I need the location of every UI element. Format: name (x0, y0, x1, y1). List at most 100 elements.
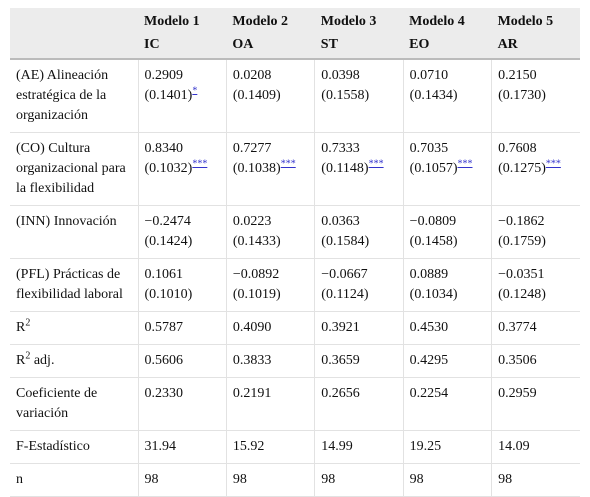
standard-error: (0.1038) (232, 161, 281, 176)
value-cell: 0.4295 (402, 344, 493, 378)
table-row: (AE) Alineación estratégica de la organi… (10, 58, 580, 133)
model-name: Modelo 3 (320, 14, 377, 29)
table-row: (PFL) Prácticas de flexibilidad laboral 0… (10, 258, 580, 312)
significance-link[interactable]: *** (545, 158, 561, 170)
table-row: Coeficiente de variación 0.2330 0.2191 0.26… (10, 377, 580, 431)
coefficient: 0.5606 (144, 353, 184, 368)
row-label: Coeficiente de variación (16, 386, 98, 421)
value-cell: 98 (402, 463, 493, 497)
coefficient: 98 (321, 472, 336, 487)
header-cell (10, 8, 138, 60)
significance-link[interactable]: *** (457, 158, 473, 170)
header-cell: Modelo 5 AR (491, 8, 580, 60)
header-row: Modelo 1 IC Modelo 2 OA Modelo 3 ST Modelo 4 EO… (10, 8, 580, 60)
coefficient: 0.1061 (144, 267, 184, 282)
row-label-cell: n (10, 463, 139, 497)
standard-error: (0.1433) (232, 234, 281, 249)
coefficient: 0.3506 (498, 353, 537, 368)
coefficient: 0.0363 (321, 214, 360, 229)
row-label: F-Estadístico (16, 439, 90, 454)
row-label-cell: (AE) Alineación estratégica de la organi… (10, 58, 139, 133)
coefficient: −0.0351 (498, 267, 545, 282)
coefficient: 98 (232, 472, 247, 487)
standard-error: (0.1424) (144, 234, 193, 249)
model-code: AR (497, 37, 518, 52)
table-header: Modelo 1 IC Modelo 2 OA Modelo 3 ST Modelo 4 EO… (10, 8, 580, 60)
table-row: R2 adj. 0.5606 0.3833 0.3659 0.4295 0.3506 (10, 344, 580, 378)
coefficient: 0.2959 (498, 386, 537, 401)
coefficient: 14.09 (498, 439, 530, 454)
value-cell: 98 (225, 463, 316, 497)
coefficient: −0.0809 (409, 214, 457, 229)
standard-error: (0.1124) (321, 287, 369, 302)
value-cell: 0.2150 (0.1730) (491, 58, 580, 133)
standard-error: (0.1057) (409, 161, 458, 176)
value-cell: −0.0809 (0.1458) (402, 205, 493, 259)
table-body: (AE) Alineación estratégica de la organi… (10, 58, 580, 497)
row-label-cell: F-Estadístico (10, 430, 139, 464)
table-row: F-Estadístico 31.94 15.92 14.99 19.25 14.09 (10, 430, 580, 464)
coefficient: −0.0667 (321, 267, 368, 282)
value-cell: 0.0398 (0.1558) (314, 58, 404, 133)
significance-link[interactable]: * (192, 85, 198, 97)
model-name: Modelo 1 (144, 14, 200, 29)
value-cell: 98 (137, 463, 227, 497)
value-cell: −0.2474 (0.1424) (137, 205, 227, 259)
coefficient: 0.3833 (232, 353, 272, 368)
value-cell: 14.09 (491, 430, 580, 464)
row-label-cell: Coeficiente de variación (10, 377, 139, 431)
standard-error: (0.1019) (232, 287, 281, 302)
value-cell: 0.3659 (314, 344, 404, 378)
value-cell: −0.0667 (0.1124) (314, 258, 404, 312)
model-code: ST (320, 37, 338, 52)
coefficient: 19.25 (409, 439, 442, 454)
standard-error: (0.1434) (409, 88, 458, 103)
coefficient: 0.8340 (144, 141, 184, 156)
significance-link[interactable]: *** (280, 158, 296, 170)
significance-link[interactable]: *** (192, 158, 208, 170)
value-cell: −0.1862 (0.1759) (491, 205, 580, 259)
table-row: (INN) Innovación −0.2474 (0.1424) 0.0223 (0.… (10, 205, 580, 259)
coefficient: 0.0398 (321, 68, 360, 83)
coefficient: 0.2150 (498, 68, 537, 83)
row-label-cell: R2 adj. (10, 344, 139, 378)
row-label-superscript: 2 (25, 317, 31, 329)
row-label-suffix: adj. (30, 353, 55, 368)
model-code: EO (409, 37, 430, 52)
value-cell: −0.0351 (0.1248) (491, 258, 580, 312)
standard-error: (0.1034) (409, 287, 458, 302)
table-row: (CO) Cultura organizacional para la flex… (10, 132, 580, 206)
value-cell: 14.99 (314, 430, 404, 464)
value-cell: 0.3833 (225, 344, 316, 378)
value-cell: 0.2656 (314, 377, 404, 431)
value-cell: 0.4090 (225, 311, 316, 345)
coefficient: 98 (409, 472, 424, 487)
page-body: Modelo 1 IC Modelo 2 OA Modelo 3 ST Modelo 4 EO… (10, 8, 580, 497)
standard-error: (0.1730) (498, 88, 546, 103)
standard-error: (0.1458) (409, 234, 458, 249)
value-cell: 0.2959 (491, 377, 580, 431)
results-table: Modelo 1 IC Modelo 2 OA Modelo 3 ST Modelo 4 EO… (10, 8, 580, 497)
row-label: n (16, 472, 23, 487)
value-cell: 31.94 (137, 430, 227, 464)
coefficient: 14.99 (321, 439, 353, 454)
value-cell: 0.8340 (0.1032)*** (137, 132, 227, 206)
coefficient: 98 (498, 472, 513, 487)
header-cell: Modelo 4 EO (403, 8, 492, 60)
row-label: (AE) Alineación estratégica de la organi… (16, 68, 109, 123)
value-cell: 98 (491, 463, 580, 497)
standard-error: (0.1558) (321, 88, 370, 103)
standard-error: (0.1248) (498, 287, 546, 302)
value-cell: 0.0363 (0.1584) (314, 205, 404, 259)
value-cell: −0.0892 (0.1019) (225, 258, 316, 312)
coefficient: 0.2254 (409, 386, 449, 401)
coefficient: 31.94 (144, 439, 177, 454)
model-name: Modelo 5 (497, 14, 554, 29)
table-row: R2 0.5787 0.4090 0.3921 0.4530 0.3774 (10, 311, 580, 345)
coefficient: 0.2909 (144, 68, 184, 83)
row-label: (CO) Cultura organizacional para la flex… (16, 141, 126, 196)
row-label: (PFL) Prácticas de flexibilidad laboral (16, 267, 123, 302)
standard-error: (0.1584) (321, 234, 370, 249)
significance-link[interactable]: *** (368, 158, 384, 170)
coefficient: 0.2330 (144, 386, 184, 401)
